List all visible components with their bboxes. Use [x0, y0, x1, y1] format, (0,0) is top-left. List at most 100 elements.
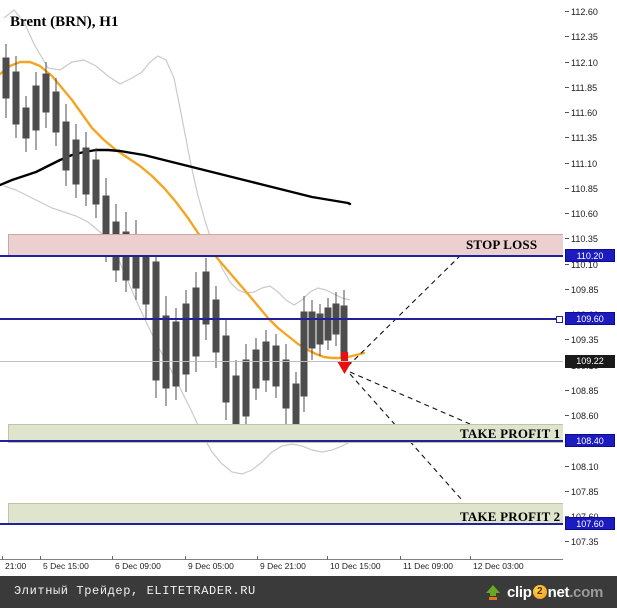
time-tick-mark: [470, 556, 471, 560]
time-axis-line: [0, 559, 617, 560]
candlestick-series: [2, 44, 348, 440]
price-tick-mark: [565, 490, 569, 492]
price-tick-label: 108.85: [571, 385, 599, 396]
stop-loss-line[interactable]: [0, 255, 563, 257]
price-tick-mark: [565, 137, 569, 139]
price-axis[interactable]: 112.60 112.35 112.10 111.85 111.60 111.35 111.…: [563, 0, 617, 560]
price-tick-label: 109.85: [571, 284, 599, 295]
time-tick-label: 12 Dec 03:00: [473, 561, 524, 571]
price-tick-mark: [565, 339, 569, 341]
price-tick: 109.35: [563, 334, 617, 346]
entry-line-handle[interactable]: [556, 316, 563, 323]
price-tick-mark: [565, 263, 569, 265]
entry-line[interactable]: [0, 318, 563, 320]
price-tick: 110.85: [563, 183, 617, 195]
price-tick-label: 107.35: [571, 537, 599, 548]
price-tick: 111.10: [563, 158, 617, 170]
price-tick-mark: [565, 541, 569, 543]
price-tick-label: 111.60: [571, 108, 598, 118]
upload-arrow-icon: [485, 584, 500, 600]
time-tick-mark: [257, 556, 258, 560]
time-tick-mark: [400, 556, 401, 560]
ma-fast-line: [0, 60, 366, 360]
take-profit-1-price-label[interactable]: 108.40: [565, 434, 615, 447]
price-tick-mark: [565, 288, 569, 290]
price-tick: 109.85: [563, 284, 617, 296]
price-tick-mark: [565, 61, 569, 63]
price-tick: 111.35: [563, 132, 617, 144]
price-tick-mark: [565, 187, 569, 189]
price-tick: 107.85: [563, 486, 617, 498]
time-tick-mark: [2, 556, 3, 560]
price-tick-label: 111.10: [571, 158, 598, 169]
stop-loss-label: STOP LOSS: [466, 237, 538, 252]
time-tick-label: 9 Dec 05:00: [188, 561, 234, 571]
logo-part2: net: [547, 583, 570, 601]
band-upper-line: [3, 9, 351, 306]
price-tick-mark: [565, 36, 569, 38]
entry-marker-icon: [337, 352, 352, 374]
take-profit-2-label: TAKE PROFIT 2: [460, 509, 561, 524]
price-tick-label: 110.85: [571, 183, 598, 194]
price-tick: 111.85: [563, 82, 617, 94]
price-tick-label: 110.10: [571, 259, 598, 270]
price-tick-label: 112.35: [571, 32, 598, 43]
current-price-line: [0, 361, 563, 362]
price-tick-mark: [565, 415, 569, 416]
take-profit-2-price-label[interactable]: 107.60: [565, 517, 615, 530]
projection-lines: [347, 249, 471, 501]
price-tick: 112.60: [563, 6, 617, 18]
projection-to-stop-loss: [347, 249, 467, 367]
take-profit-2-line[interactable]: [0, 523, 563, 525]
ma-slow-line: [0, 148, 352, 206]
price-tick-label: 111.85: [571, 82, 598, 93]
clip2net-logo[interactable]: clip 2 net .com: [484, 582, 603, 602]
logo-tld: .com: [569, 583, 603, 601]
price-tick-mark: [565, 465, 569, 467]
entry-price-label[interactable]: 109.60: [565, 312, 615, 325]
price-tick: 111.60: [563, 107, 617, 119]
price-tick-label: 107.85: [571, 486, 599, 497]
time-tick-label: 6 Dec 09:00: [115, 561, 161, 571]
current-price-label: 109.22: [565, 355, 615, 368]
price-tick: 110.60: [563, 208, 617, 220]
time-tick-label: 5 Dec 15:00: [43, 561, 89, 571]
price-tick-label: 110.60: [571, 209, 598, 219]
price-tick-label: 108.60: [571, 411, 599, 421]
price-tick: 108.85: [563, 385, 617, 397]
chart-plot-area[interactable]: STOP LOSS TAKE PROFIT 1 TAKE PROFIT 2: [0, 0, 563, 560]
price-tick-mark: [565, 86, 569, 88]
logo-text: clip 2 net .com: [507, 584, 603, 601]
price-tick-label: 111.35: [571, 133, 598, 144]
footer-bar: Элитный Трейдер, ELITETRADER.RU clip 2 n…: [0, 576, 617, 608]
time-tick-mark: [327, 556, 328, 560]
price-tick-label: 110.35: [571, 234, 598, 245]
price-tick: 112.35: [563, 31, 617, 43]
take-profit-1-label: TAKE PROFIT 1: [460, 426, 561, 441]
time-tick-mark: [112, 556, 113, 560]
price-tick: 107.35: [563, 536, 617, 548]
price-series-svg: [0, 9, 471, 501]
logo-badge: 2: [532, 585, 547, 599]
stop-loss-price-label[interactable]: 110.20: [565, 249, 615, 262]
band-lower-line: [3, 185, 351, 475]
page-title: Brent (BRN), H1: [10, 14, 119, 30]
time-tick-mark: [40, 556, 41, 560]
price-tick-mark: [565, 11, 569, 12]
price-tick-label: 112.60: [571, 7, 598, 17]
price-tick: 108.10: [563, 461, 617, 473]
take-profit-1-line[interactable]: [0, 440, 563, 442]
price-tick: 112.10: [563, 57, 617, 69]
price-tick-mark: [565, 389, 569, 391]
take-profit-1-zone: [8, 424, 563, 443]
price-tick-mark: [565, 112, 569, 113]
price-tick-mark: [565, 213, 569, 214]
time-tick-label: 21:00: [5, 561, 27, 571]
price-tick-label: 108.10: [571, 461, 599, 472]
time-tick-label: 11 Dec 09:00: [403, 561, 453, 571]
projection-to-take-profit-1: [349, 371, 471, 425]
footer-credit: Элитный Трейдер, ELITETRADER.RU: [14, 584, 256, 598]
price-tick: 110.35: [563, 233, 617, 245]
price-tick-label: 109.35: [571, 335, 599, 346]
